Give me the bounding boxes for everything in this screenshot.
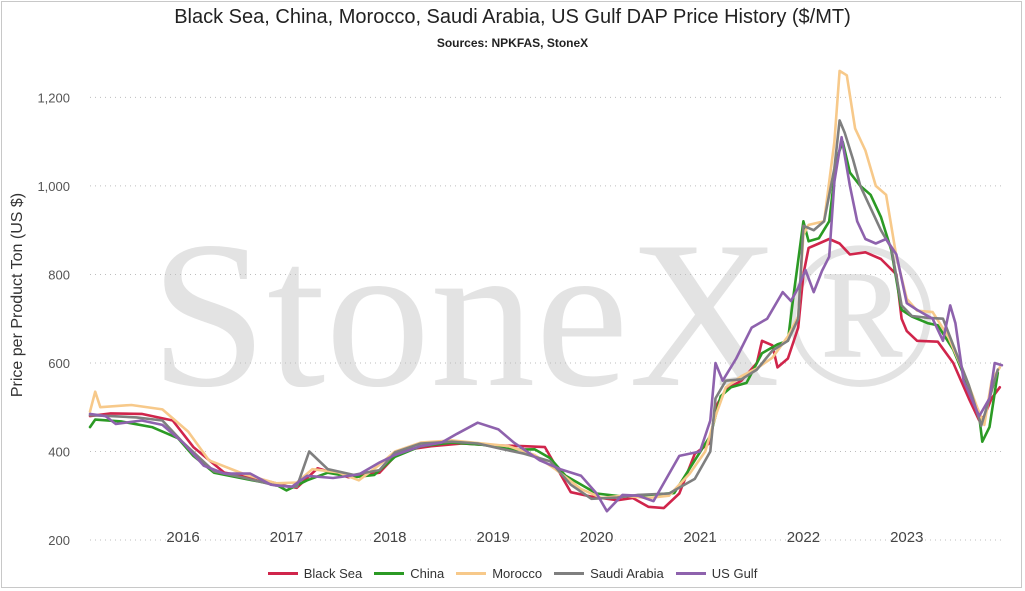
y-tick-labels: 200 400 600 800 1,000 1,200 — [37, 90, 70, 548]
legend-label: China — [410, 566, 445, 581]
legend-swatch — [456, 572, 487, 575]
chart-title: Black Sea, China, Morocco, Saudi Arabia,… — [174, 6, 851, 28]
legend-swatch — [267, 572, 298, 575]
legend-label: Saudi Arabia — [590, 566, 664, 581]
legend-item[interactable]: Black Sea — [267, 566, 363, 581]
legend-label: US Gulf — [711, 566, 758, 581]
x-tick-label: 2019 — [477, 529, 510, 546]
legend: Black Sea China Morocco Saudi Arabia US Gulf — [0, 563, 1025, 581]
y-tick-label: 800 — [48, 267, 70, 282]
x-tick-label: 2020 — [580, 529, 613, 546]
legend-item[interactable]: US Gulf — [675, 566, 758, 581]
legend-item[interactable]: China — [374, 566, 444, 581]
series-lines — [88, 69, 1004, 513]
y-tick-label: 600 — [48, 356, 70, 371]
legend-swatch — [675, 572, 706, 575]
y-tick-label: 400 — [48, 444, 70, 459]
legend-swatch — [554, 572, 585, 575]
y-tick-label: 1,200 — [37, 90, 70, 105]
x-tick-label: 2022 — [787, 529, 820, 546]
x-tick-label: 2016 — [166, 529, 199, 546]
y-tick-label: 1,000 — [37, 179, 70, 194]
series-line-us-gulf — [88, 135, 1004, 513]
series-line-saudi-arabia — [88, 119, 1000, 501]
y-tick-label: 200 — [48, 533, 70, 548]
legend-label: Morocco — [492, 566, 543, 581]
x-tick-label: 2017 — [270, 529, 303, 546]
chart-subtitle: Sources: NPKFAS, StoneX — [436, 36, 589, 50]
legend-label: Black Sea — [303, 566, 363, 581]
x-tick-labels: 2016 2017 2018 2019 2020 2021 2022 2023 — [166, 529, 923, 546]
legend-item[interactable]: Saudi Arabia — [554, 566, 664, 581]
legend-item[interactable]: Morocco — [456, 566, 542, 581]
x-tick-label: 2023 — [890, 529, 923, 546]
legend-swatch — [374, 572, 405, 575]
x-tick-label: 2018 — [373, 529, 406, 546]
x-tick-label: 2021 — [683, 529, 716, 546]
